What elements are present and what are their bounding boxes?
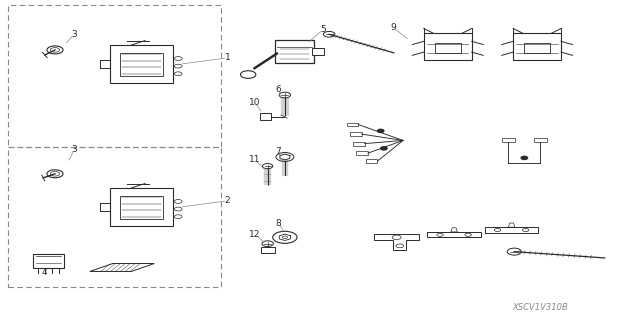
Bar [347, 123, 358, 126]
Bar [353, 142, 365, 145]
Text: 10: 10 [249, 98, 260, 107]
Circle shape [521, 156, 527, 160]
Text: 9: 9 [390, 23, 396, 32]
Text: 4: 4 [42, 268, 47, 277]
Circle shape [378, 129, 384, 132]
Bar [513, 33, 561, 60]
Bar [435, 43, 461, 54]
Bar [260, 247, 275, 253]
Bar [366, 159, 378, 163]
Bar [8, 5, 221, 147]
Bar [312, 48, 323, 55]
Text: 1: 1 [225, 53, 230, 62]
Bar [120, 196, 163, 219]
Bar [534, 138, 547, 142]
Bar [424, 33, 472, 60]
Text: 11: 11 [249, 155, 260, 164]
Bar [33, 255, 64, 268]
Polygon shape [280, 154, 290, 160]
Text: 5: 5 [320, 25, 326, 34]
Text: XSCV1V310B: XSCV1V310B [513, 303, 568, 312]
Text: 2: 2 [225, 196, 230, 205]
Text: 12: 12 [249, 230, 260, 239]
Text: 6: 6 [276, 85, 282, 94]
FancyBboxPatch shape [275, 40, 314, 63]
Bar [356, 151, 368, 155]
Bar [524, 43, 550, 54]
Text: 7: 7 [276, 147, 282, 156]
Text: 3: 3 [71, 30, 77, 39]
Circle shape [381, 147, 387, 150]
Text: 3: 3 [71, 145, 77, 154]
Bar [260, 113, 271, 120]
Bar [120, 53, 163, 76]
Bar [502, 138, 515, 142]
Bar [350, 132, 362, 136]
Bar [8, 147, 221, 286]
Text: 8: 8 [276, 219, 282, 227]
